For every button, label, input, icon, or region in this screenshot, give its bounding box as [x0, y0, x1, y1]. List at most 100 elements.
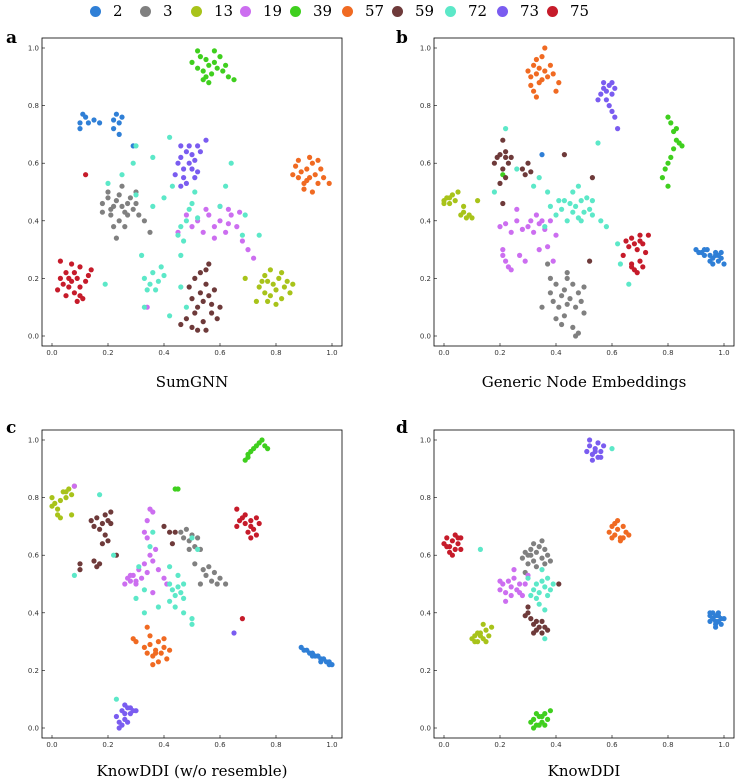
- point-class-73: [122, 711, 128, 717]
- y-tick-label: 0.0: [28, 333, 39, 341]
- point-class-72: [531, 183, 537, 189]
- point-class-3: [125, 212, 131, 218]
- point-class-19: [519, 226, 526, 232]
- point-class-19: [239, 238, 245, 244]
- point-class-72: [113, 696, 119, 702]
- point-class-72: [531, 587, 537, 593]
- x-tick-label: 0.2: [494, 349, 505, 357]
- point-class-39: [668, 120, 674, 126]
- point-class-3: [108, 212, 114, 218]
- point-class-75: [629, 235, 635, 241]
- point-class-19: [225, 206, 231, 212]
- point-class-39: [259, 437, 265, 443]
- point-class-73: [133, 708, 139, 714]
- point-class-75: [85, 272, 91, 279]
- legend-item-2: 2: [90, 2, 123, 20]
- point-class-72: [539, 567, 545, 573]
- point-class-19: [497, 578, 503, 584]
- y-tick-label: 0.0: [420, 333, 431, 341]
- point-class-57: [545, 74, 551, 80]
- point-class-73: [178, 183, 184, 189]
- point-class-72: [181, 595, 187, 602]
- point-class-59: [503, 175, 509, 181]
- point-class-59: [556, 581, 562, 587]
- point-class-72: [491, 189, 497, 195]
- point-class-13: [49, 495, 55, 501]
- point-class-75: [620, 252, 626, 258]
- legend-item-57: 57: [342, 2, 384, 20]
- point-class-59: [88, 518, 94, 524]
- point-class-2: [77, 120, 83, 126]
- point-class-3: [550, 298, 556, 304]
- point-class-72: [181, 610, 187, 616]
- point-class-57: [141, 644, 147, 651]
- point-class-73: [609, 91, 615, 97]
- legend-marker: [290, 5, 301, 17]
- point-class-19: [122, 581, 128, 587]
- point-class-3: [536, 544, 542, 550]
- point-class-19: [497, 224, 503, 230]
- point-class-57: [620, 523, 626, 530]
- point-class-73: [113, 713, 119, 720]
- point-class-3: [119, 183, 125, 189]
- point-class-3: [578, 298, 584, 304]
- point-class-3: [116, 218, 122, 224]
- point-class-73: [178, 154, 184, 160]
- point-class-19: [139, 575, 145, 581]
- point-class-59: [161, 523, 167, 530]
- point-class-72: [141, 587, 147, 593]
- point-class-72: [626, 281, 632, 287]
- point-class-72: [133, 143, 139, 149]
- point-class-3: [122, 224, 128, 230]
- point-class-57: [315, 180, 321, 186]
- point-class-2: [116, 131, 122, 137]
- point-class-13: [55, 506, 61, 512]
- point-class-59: [189, 296, 195, 302]
- point-class-19: [206, 212, 212, 218]
- legend-label: 3: [163, 2, 173, 20]
- point-class-75: [239, 616, 245, 622]
- point-class-13: [489, 624, 495, 630]
- point-class-39: [245, 454, 251, 460]
- point-class-72: [169, 183, 175, 189]
- point-class-13: [287, 290, 293, 296]
- point-class-19: [141, 561, 147, 567]
- point-class-75: [629, 264, 635, 270]
- legend-marker: [342, 5, 353, 17]
- point-class-59: [209, 301, 215, 307]
- point-class-3: [547, 275, 554, 281]
- point-class-13: [477, 633, 483, 639]
- point-class-19: [508, 592, 514, 599]
- point-class-3: [209, 578, 215, 584]
- point-class-39: [679, 143, 685, 149]
- point-class-19: [189, 224, 195, 230]
- x-tick-label: 0.6: [606, 349, 618, 357]
- point-class-59: [508, 154, 514, 160]
- point-class-3: [570, 324, 576, 330]
- point-class-72: [542, 636, 548, 642]
- point-class-73: [195, 169, 201, 175]
- point-class-72: [169, 587, 175, 593]
- point-class-57: [528, 74, 534, 80]
- point-class-3: [531, 558, 537, 564]
- point-class-3: [105, 195, 111, 201]
- point-class-3: [113, 198, 119, 204]
- point-class-57: [533, 71, 540, 77]
- point-class-3: [206, 564, 212, 570]
- point-class-13: [447, 195, 453, 201]
- point-class-19: [514, 218, 520, 224]
- point-class-3: [116, 192, 122, 198]
- point-class-75: [83, 278, 89, 284]
- point-class-39: [206, 62, 212, 68]
- point-class-57: [144, 624, 150, 630]
- point-class-72: [161, 272, 167, 279]
- point-class-73: [589, 457, 596, 463]
- point-class-57: [312, 172, 318, 178]
- y-tick-label: 0.4: [28, 609, 40, 617]
- point-class-72: [578, 198, 584, 204]
- point-class-72: [136, 564, 142, 570]
- point-class-19: [522, 581, 528, 587]
- point-class-19: [141, 529, 147, 535]
- point-class-57: [144, 650, 150, 656]
- point-class-3: [567, 296, 573, 302]
